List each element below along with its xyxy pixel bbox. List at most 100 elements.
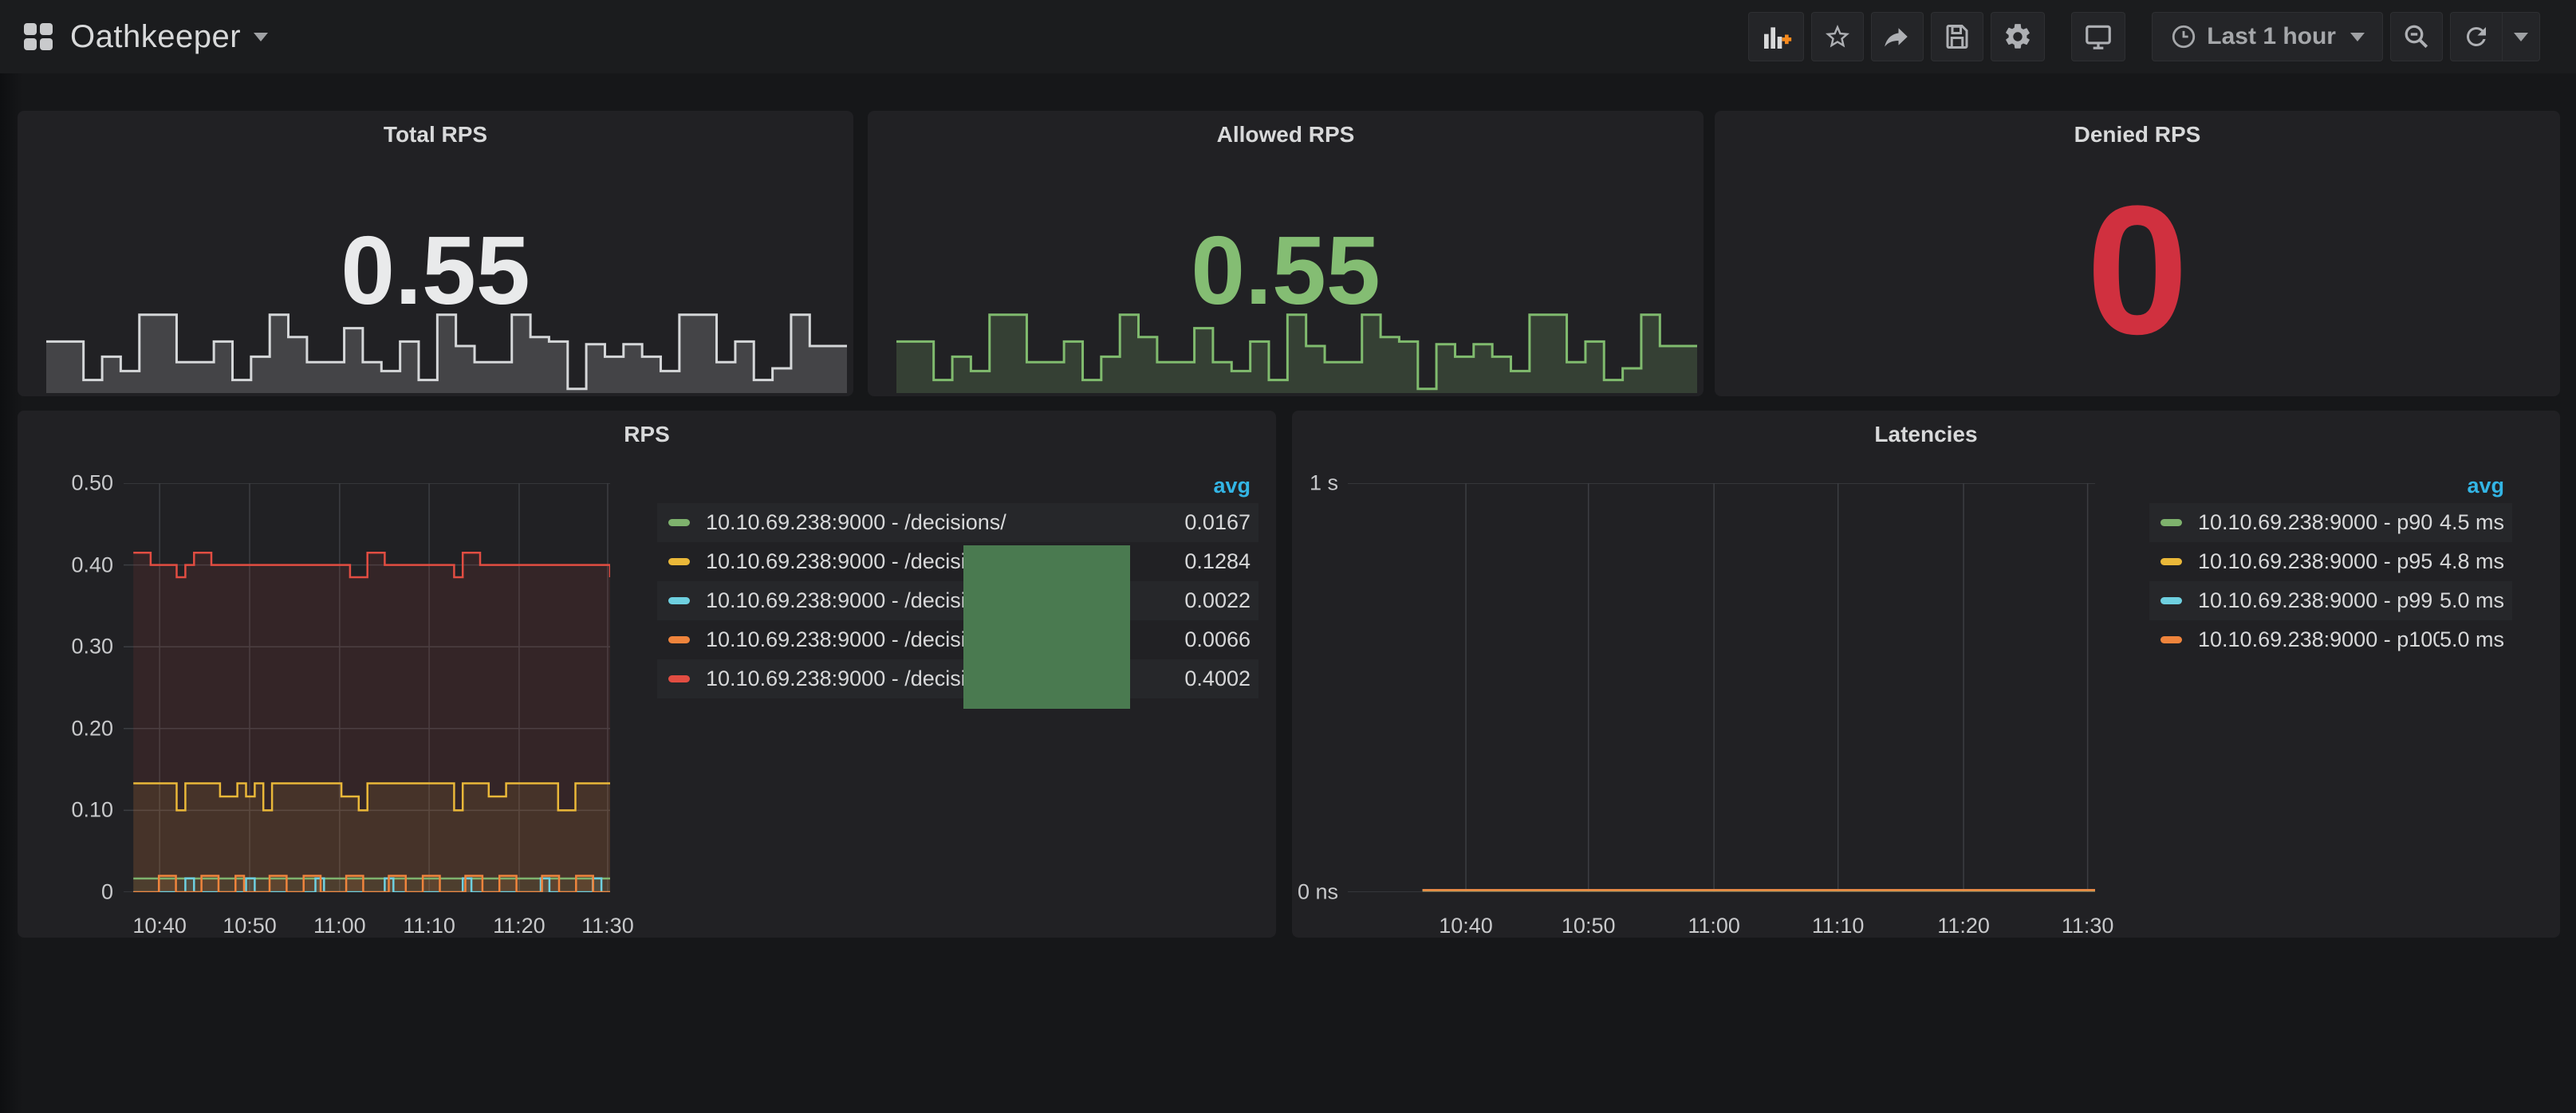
series-line <box>133 877 610 892</box>
series-line <box>133 551 610 579</box>
save-button[interactable] <box>1931 12 1984 61</box>
legend-series-swatch-icon[interactable] <box>668 675 690 682</box>
legend-series-swatch-icon[interactable] <box>2160 558 2182 565</box>
top-navbar: Oathkeeper <box>0 0 2576 73</box>
x-axis-tick-label: 10:40 <box>132 914 187 938</box>
series-fill <box>133 783 610 892</box>
latencies-x-axis: 10:40 10:50 11:00 11:10 11:20 11:30 <box>1348 914 2113 946</box>
sparkline-line <box>46 315 847 389</box>
legend-row[interactable]: 10.10.69.238:9000 - /decisions/0.4002 <box>657 659 1258 698</box>
series-fill <box>133 875 610 892</box>
legend-row[interactable]: 10.10.69.238:9000 - /decisions/0.0066 <box>657 620 1258 659</box>
x-axis-tick-label: 11:00 <box>1688 914 1740 938</box>
latencies-y-axis: 1 s 0 ns <box>1292 471 1338 904</box>
add-panel-button[interactable] <box>1748 12 1805 61</box>
legend-series-name[interactable]: 10.10.69.238:9000 - p100 <box>2198 627 2440 651</box>
button-divider <box>2502 13 2503 61</box>
legend-series-name[interactable]: 10.10.69.238:9000 - /decisions/ <box>706 667 1006 690</box>
series-fill <box>133 878 610 892</box>
legend-series-swatch-icon[interactable] <box>2160 519 2182 526</box>
rps-x-axis: 10:40 10:50 11:00 11:10 11:20 11:30 <box>124 914 633 946</box>
x-axis-tick-label: 11:30 <box>2061 914 2114 938</box>
star-button[interactable] <box>1811 12 1865 61</box>
share-button[interactable] <box>1871 12 1924 61</box>
rps-legend: avg 10.10.69.238:9000 - /decisions/0.0167… <box>657 468 1258 698</box>
green-overlay-rectangle <box>963 545 1130 709</box>
legend-series-swatch-icon[interactable] <box>668 597 690 604</box>
legend-series-name[interactable]: 10.10.69.238:9000 - /decisions/ <box>706 627 1006 651</box>
legend-series-avg-value: 0.1284 <box>1184 549 1251 573</box>
stat-value-allowed-rps: 0.55 <box>1191 216 1381 325</box>
x-axis-tick-label: 11:30 <box>581 914 634 938</box>
zoom-out-icon <box>2405 25 2428 49</box>
sparkline-allowed-rps <box>896 296 1697 393</box>
x-axis-tick-label: 11:10 <box>1811 914 1865 938</box>
stat-value-denied-rps: 0 <box>2086 167 2188 373</box>
save-icon <box>1946 25 1968 49</box>
sparkline-line <box>896 315 1697 389</box>
legend-series-swatch-icon[interactable] <box>2160 597 2182 604</box>
time-range-picker[interactable]: Last 1 hour <box>2152 12 2383 61</box>
series-fill <box>133 878 610 892</box>
y-axis-tick-label: 0 ns <box>1297 879 1338 904</box>
legend-row[interactable]: 10.10.69.238:9000 - p100 5.0 ms <box>2149 620 2512 659</box>
legend-series-avg-value: 4.5 ms <box>2439 510 2504 534</box>
settings-button[interactable] <box>1991 12 2046 61</box>
y-axis-tick-label: 0 <box>100 879 113 904</box>
legend-row[interactable]: 10.10.69.238:9000 - p99 5.0 ms <box>2149 581 2512 620</box>
legend-series-name[interactable]: 10.10.69.238:9000 - /decisions/ <box>706 549 1006 573</box>
latencies-plot-area[interactable] <box>1348 483 2095 892</box>
legend-series-name[interactable]: 10.10.69.238:9000 - p90 <box>2198 510 2433 534</box>
legend-series-name[interactable]: 10.10.69.238:9000 - /decisions/ <box>706 510 1006 534</box>
sparkline-total-rps <box>46 296 847 393</box>
legend-series-swatch-icon[interactable] <box>668 636 690 643</box>
dashboard-grid-icon[interactable] <box>24 23 53 50</box>
zoom-out-button[interactable] <box>2390 12 2443 61</box>
legend-series-swatch-icon[interactable] <box>668 519 690 526</box>
dashboard-title-caret-icon[interactable] <box>254 32 269 41</box>
panel-title[interactable]: Allowed RPS <box>1216 122 1355 147</box>
legend-series-avg-value: 4.8 ms <box>2439 549 2504 573</box>
series-line <box>133 782 610 812</box>
panel-title[interactable]: Latencies <box>1874 422 1978 446</box>
refresh-icon <box>2466 26 2486 46</box>
x-axis-tick-label: 11:10 <box>403 914 455 938</box>
series-fill <box>133 553 610 892</box>
legend-series-swatch-icon[interactable] <box>668 558 690 565</box>
legend-row[interactable]: 10.10.69.238:9000 - /decisions/0.1284 <box>657 542 1258 581</box>
sparkline-fill <box>896 314 1697 393</box>
rps-plot-area[interactable] <box>124 483 610 892</box>
legend-series-avg-value: 0.4002 <box>1184 667 1251 690</box>
legend-row[interactable]: 10.10.69.238:9000 - /decisions/0.0167 <box>657 503 1258 542</box>
cycle-view-mode-button[interactable] <box>2071 12 2126 61</box>
y-axis-tick-label: 0.30 <box>71 634 113 659</box>
chart-canvas <box>1348 483 2095 892</box>
panel-title[interactable]: RPS <box>624 422 670 446</box>
legend-series-name[interactable]: 10.10.69.238:9000 - p95 <box>2198 549 2433 573</box>
refresh-button-group[interactable] <box>2450 12 2540 61</box>
x-axis-tick-label: 11:20 <box>1937 914 1990 938</box>
legend-row[interactable]: 10.10.69.238:9000 - p95 4.8 ms <box>2149 542 2512 581</box>
legend-series-swatch-icon[interactable] <box>2160 636 2182 643</box>
panel-title[interactable]: Denied RPS <box>2074 122 2201 147</box>
cycle-view-monitor-icon <box>2086 25 2112 49</box>
x-axis-tick-label: 10:50 <box>1561 914 1616 938</box>
dashboard-title[interactable]: Oathkeeper <box>70 18 242 54</box>
legend-series-avg-value: 5.0 ms <box>2439 627 2504 651</box>
panel-total-rps: Total RPS 0.55 <box>18 111 853 396</box>
sparkline-canvas <box>46 296 847 393</box>
legend-series-name[interactable]: 10.10.69.238:9000 - p99 <box>2198 588 2433 612</box>
legend-row[interactable]: 10.10.69.238:9000 - p90 4.5 ms <box>2149 503 2512 542</box>
legend-series-name[interactable]: 10.10.69.238:9000 - /decisions/ <box>706 588 1006 612</box>
refresh-options-caret-icon[interactable] <box>2514 32 2528 41</box>
panel-title[interactable]: Total RPS <box>383 122 488 147</box>
legend-series-avg-value: 0.0167 <box>1184 510 1251 534</box>
sparkline-fill <box>46 314 847 393</box>
latencies-legend: avg 10.10.69.238:9000 - p90 4.5 ms 10.10.69… <box>2149 468 2512 659</box>
legend-avg-header[interactable]: avg <box>2467 473 2504 498</box>
stat-value-total-rps: 0.55 <box>341 216 530 325</box>
legend-avg-header[interactable]: avg <box>1213 473 1251 498</box>
legend-row[interactable]: 10.10.69.238:9000 - /decisions/0.0022 <box>657 581 1258 620</box>
settings-gear-icon <box>2006 24 2030 49</box>
